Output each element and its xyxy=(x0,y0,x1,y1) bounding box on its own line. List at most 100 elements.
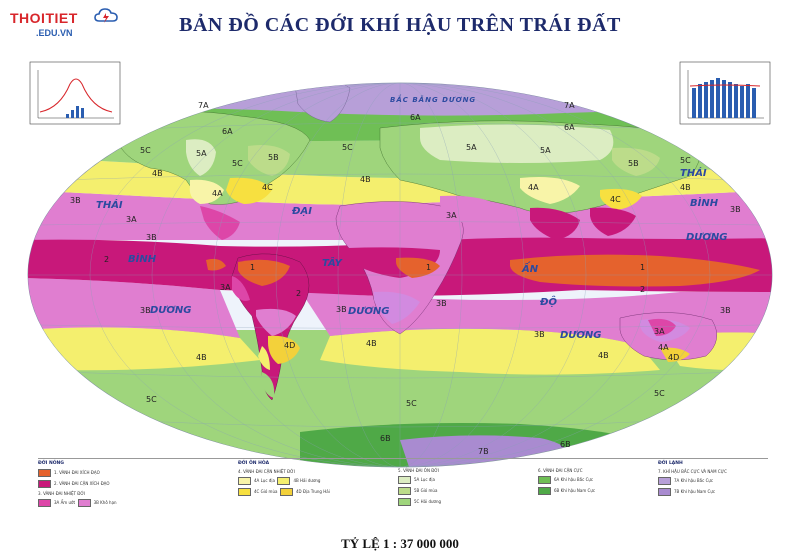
zone-label-4d-aus: 4D xyxy=(668,353,679,362)
legend-col-hot: ĐỚI NÓNG 1. VÀNH ĐAI XÍCH ĐẠO 2. VÀNH ĐA… xyxy=(38,461,188,507)
zone-label-3a-aus: 3A xyxy=(654,327,665,336)
zone-label-1-indo: 1 xyxy=(640,263,645,272)
legend-col-subpolar: 6. VÀNH ĐAI CẬN CỰC 6A Khí hậu Bắc Cực 6… xyxy=(538,468,596,495)
zone-label-7b: 7B xyxy=(478,447,489,456)
zone-label-5b-asia: 5B xyxy=(628,159,639,168)
zone-label-6b-w: 6B xyxy=(380,434,391,443)
zone-label-3b-east: 3B xyxy=(730,205,741,214)
land-greenland xyxy=(293,83,351,123)
logo-subdomain: .EDU.VN xyxy=(36,28,73,38)
cloud-lightning-icon xyxy=(94,8,118,23)
zone-label-3b-africa: 3B xyxy=(436,299,447,308)
map-title: BẢN ĐỒ CÁC ĐỚI KHÍ HẬU TRÊN TRÁI ĐẤT xyxy=(179,14,621,36)
inset-right-bars xyxy=(692,78,756,118)
zone-4c-asia xyxy=(600,188,642,210)
zone-label-3b-aus: 3B xyxy=(720,306,731,315)
zone-label-4b-sind: 4B xyxy=(598,351,609,360)
zone-4d-sa xyxy=(268,335,300,364)
ocean-label-indian-an: ẤN xyxy=(521,260,539,275)
legend-item-3a: 3A Ẩm ướt 3B Khô hạn xyxy=(38,499,188,507)
zone-4a-asia xyxy=(520,177,580,204)
inset-chart-left xyxy=(29,61,121,125)
ocean-label-pacific-thai: THÁI xyxy=(96,198,123,211)
zone-4a-na xyxy=(189,179,224,204)
ocean-label-indian-duong: DƯƠNG xyxy=(560,330,602,341)
climate-zones-layer xyxy=(28,83,772,467)
zone-label-3b-satl: 3B xyxy=(336,305,347,314)
zone-label-5c-south-w: 5C xyxy=(146,395,157,404)
zone-label-4b-atl: 4B xyxy=(360,175,371,184)
inset-left-curve xyxy=(39,78,113,113)
ocean-label-atlantic-tay: TÂY xyxy=(322,255,344,269)
zone-label-4d-sa: 4D xyxy=(284,341,295,350)
inset-chart-right xyxy=(679,61,771,125)
zone-label-5a-asia: 5A xyxy=(540,146,551,155)
zone-label-3b-west: 3B xyxy=(70,196,81,205)
ocean-label-east-binh: BÌNH xyxy=(690,195,719,209)
zone-label-3a-sa: 3A xyxy=(220,283,231,292)
legend-item-1: 1. VÀNH ĐAI XÍCH ĐẠO xyxy=(38,469,188,477)
ocean-label-pacific-duong: DƯƠNG xyxy=(150,305,192,316)
zone-1-sa xyxy=(238,259,290,286)
inset-right-curve xyxy=(689,84,761,87)
zone-label-2-west: 2 xyxy=(104,255,109,264)
legend-head-temperate: ĐỚI ÔN HÒA xyxy=(238,461,270,466)
zone-label-3a-pac: 3A xyxy=(126,215,137,224)
legend-col-temperate: ĐỚI ÔN HÒA 4. VÀNH ĐAI CẬN NHIỆT ĐỚI 4A … xyxy=(238,461,378,496)
zone-4d-australia xyxy=(660,347,690,362)
zone-code-labels: 7A 7A 6A 6A 6A 5C 5A 5C 5B 5C 5A 5A 5B 5… xyxy=(70,101,741,456)
inset-left-bars xyxy=(66,106,84,118)
zone-label-1-atl: 1 xyxy=(250,263,255,272)
ocean-label-east-thai: THÁI xyxy=(680,166,707,179)
zone-label-4a-asia: 4A xyxy=(528,183,539,192)
ocean-label-pacific-binh: BÌNH xyxy=(128,251,157,265)
ocean-labels: BẮC BĂNG DƯƠNG THÁI BÌNH DƯƠNG ĐẠI TÂY D… xyxy=(96,94,728,341)
site-logo[interactable]: THOITIET .EDU.VN xyxy=(8,6,128,46)
zone-4b-south xyxy=(28,327,260,371)
zone-label-6a-mid: 6A xyxy=(410,113,421,122)
zone-3a-australia xyxy=(648,318,676,336)
zone-label-4b-spac: 4B xyxy=(196,353,207,362)
zone-label-5c-south-e: 5C xyxy=(654,389,665,398)
zone-label-3a-africa: 3A xyxy=(446,211,457,220)
zone-4c-na xyxy=(226,177,272,204)
legend-item-2: 2. VÀNH ĐAI CẬN XÍCH ĐẠO xyxy=(38,480,188,488)
zone-label-3b-spac: 3B xyxy=(140,306,151,315)
zone-1-indonesia xyxy=(510,254,760,287)
map-legend: ĐỚI NÓNG 1. VÀNH ĐAI XÍCH ĐẠO 2. VÀNH ĐA… xyxy=(38,458,768,531)
zone-label-4b-satl: 4B xyxy=(366,339,377,348)
zone-label-7a-east: 7A xyxy=(564,101,575,110)
zone-1-africa xyxy=(396,257,440,278)
zone-label-5c-south-m: 5C xyxy=(406,399,417,408)
legend-col-temperate2: 5. VÀNH ĐAI ÔN ĐỚI 5A Lục địa 5B Gió mùa… xyxy=(398,468,442,506)
zone-3b-south xyxy=(28,278,240,338)
ocean-label-atlantic-dai: ĐẠI xyxy=(291,206,312,217)
zone-label-1-africa: 1 xyxy=(426,263,431,272)
zone-label-4b-west: 4B xyxy=(152,169,163,178)
graticule xyxy=(28,83,772,467)
zone-label-5a-na: 5A xyxy=(196,149,207,158)
zone-label-5c-west: 5C xyxy=(140,146,151,155)
legend-head-hot: ĐỚI NÓNG xyxy=(38,461,64,466)
ocean-label-atlantic-duong: DƯƠNG xyxy=(348,306,390,317)
zone-label-4a-aus: 4A xyxy=(658,343,669,352)
legend-item-3: 3. VÀNH ĐAI NHIỆT ĐỚI xyxy=(38,491,86,496)
zone-label-4b-east: 4B xyxy=(680,183,691,192)
zone-label-6b-e: 6B xyxy=(560,440,571,449)
legend-col-cold: ĐỚI LẠNH 7. KHÍ HẬU BẮC CỰC VÀ NAM CỰC 7… xyxy=(658,461,766,496)
zone-label-5b-na: 5B xyxy=(268,153,279,162)
map-scale: TỶ LỆ 1 : 37 000 000 xyxy=(341,536,459,551)
zone-label-3b-ind: 3B xyxy=(534,330,545,339)
zone-label-3b-pac: 3B xyxy=(146,233,157,242)
legend-head-cold: ĐỚI LẠNH xyxy=(658,461,683,466)
zone-label-5c-na: 5C xyxy=(232,159,243,168)
zone-label-4c-na: 4C xyxy=(262,183,273,192)
ocean-label-indian-do: ĐỘ xyxy=(539,294,557,308)
zone-5a-eurasia xyxy=(420,124,614,163)
zone-label-6a-west: 6A xyxy=(222,127,233,136)
zone-label-5a-eu: 5A xyxy=(466,143,477,152)
logo-brand: THOITIET xyxy=(10,10,78,26)
zone-label-4c-asia: 4C xyxy=(610,195,621,204)
